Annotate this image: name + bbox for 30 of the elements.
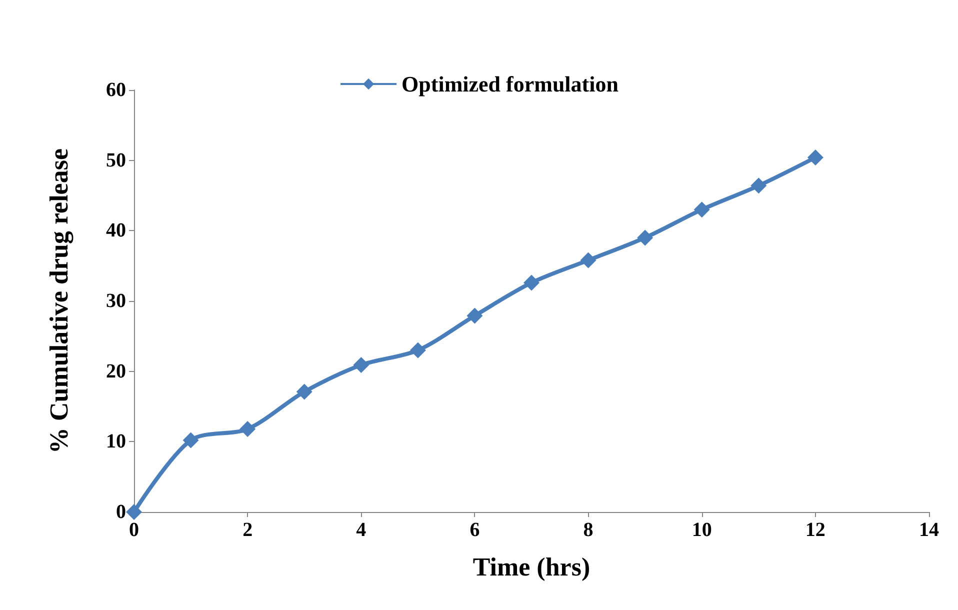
point (750, 178, 767, 194)
x-tick-label: 12 (805, 519, 826, 541)
y-tick-label: 10 (106, 430, 126, 453)
point (296, 384, 312, 400)
x-tick-label: 6 (470, 519, 480, 541)
point (807, 150, 824, 166)
point (353, 357, 370, 374)
y-tick-label: 50 (106, 149, 126, 172)
point (182, 432, 199, 448)
x-tick-label: 2 (242, 519, 253, 541)
point (410, 342, 426, 358)
y-tick-label: 40 (106, 220, 126, 242)
x-tick-label: 10 (692, 519, 712, 541)
y-tick-label: 0 (116, 501, 126, 523)
x-axis-title: Time (hrs) (472, 552, 590, 582)
legend-label: Optimized formulation (402, 72, 618, 96)
point (524, 274, 540, 291)
point (466, 308, 483, 324)
point (637, 230, 654, 246)
x-tick-label: 4 (356, 519, 366, 541)
point (694, 202, 710, 218)
point (580, 252, 596, 268)
x-tick-label: 14 (919, 519, 939, 541)
y-tick-label: 60 (106, 79, 126, 101)
point (126, 504, 142, 520)
y-tick-label: 30 (106, 290, 126, 312)
x-tick-label: 8 (583, 519, 594, 541)
y-axis-title: % Cumulative drug release (44, 148, 74, 454)
y-tick-label: 20 (106, 360, 126, 382)
point (240, 421, 256, 438)
